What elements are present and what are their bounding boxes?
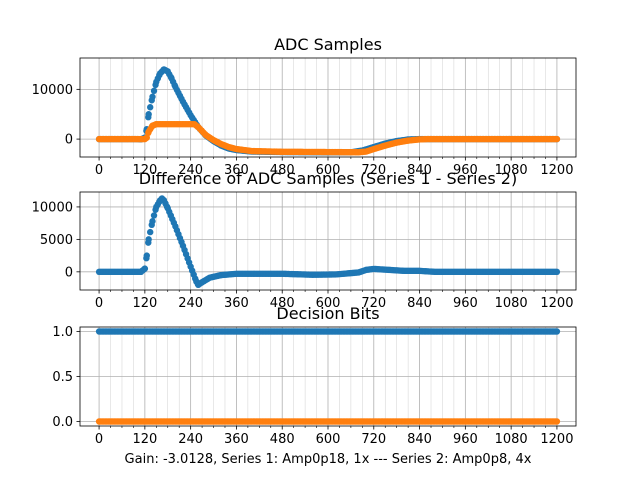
subplot-decision-bits: 0 120 240 360 480 600 720 840 960 1080 1200 0.0 0.5 1… (52, 304, 577, 467)
plot-area (95, 66, 561, 156)
data-point (553, 328, 561, 335)
series-2 (95, 120, 561, 156)
x-tick-label: 720 (361, 432, 386, 447)
axes-frame (79, 191, 577, 291)
x-tick-label: 960 (453, 432, 478, 447)
x-tick-label: 0 (95, 432, 103, 447)
x-tick-label: 120 (132, 296, 157, 311)
data-point (145, 236, 152, 243)
data-point (149, 93, 156, 101)
x-tick-label: 120 (132, 163, 157, 178)
x-tick-label: 600 (316, 432, 341, 447)
x-tick-label: 240 (178, 163, 203, 178)
data-point (141, 265, 149, 272)
x-tick-label: 840 (407, 432, 432, 447)
x-tick-label: 360 (224, 432, 249, 447)
x-tick-label: 720 (361, 163, 386, 178)
plot-area (95, 328, 561, 425)
data-point (147, 228, 154, 236)
series-1 (95, 195, 561, 289)
subplot-title: Difference of ADC Samples (Series 1 - Se… (139, 169, 517, 188)
x-tick-label: 840 (407, 296, 432, 311)
plot-area (95, 195, 561, 289)
y-tick-label: 0 (65, 133, 73, 148)
x-tick-label: 600 (316, 163, 341, 178)
x-axis-label: Gain: -3.0128, Series 1: Amp0p18, 1x ---… (125, 452, 532, 467)
x-tick-label: 600 (316, 296, 341, 311)
y-tick-label: 10000 (32, 200, 73, 215)
data-point (149, 218, 156, 225)
x-tick-label: 360 (224, 296, 249, 311)
subplot-title: Decision Bits (276, 304, 379, 323)
data-point (553, 418, 561, 425)
x-tick-label: 480 (270, 432, 295, 447)
data-point (553, 135, 561, 143)
x-tick-label: 1200 (540, 296, 573, 311)
x-tick-label: 0 (95, 163, 103, 178)
y-tick-label: 0 (65, 265, 73, 280)
x-tick-label: 1200 (540, 163, 573, 178)
y-tick-label: 0.0 (52, 415, 73, 430)
data-point (553, 268, 561, 276)
x-tick-label: 480 (270, 163, 295, 178)
x-tick-label: 240 (178, 296, 203, 311)
data-point (147, 104, 154, 111)
x-tick-label: 0 (95, 296, 103, 311)
subplot-title: ADC Samples (274, 35, 382, 54)
x-tick-label: 120 (132, 432, 157, 447)
data-point (145, 111, 152, 118)
x-tick-label: 720 (361, 296, 386, 311)
y-tick-label: 1.0 (52, 325, 73, 340)
y-tick-label: 0.5 (52, 370, 73, 385)
x-tick-label: 960 (453, 296, 478, 311)
x-tick-label: 1080 (495, 432, 528, 447)
series-1 (95, 328, 561, 335)
data-point (143, 252, 150, 259)
subplot-adc-samples: 0 120 240 360 480 600 720 840 960 1080 1200 0 10000 A… (32, 35, 577, 178)
axes-frame (79, 326, 577, 427)
y-tick-label: 5000 (40, 233, 73, 248)
x-tick-label: 1080 (495, 163, 528, 178)
series-2 (95, 418, 561, 425)
data-point (150, 87, 158, 95)
x-tick-label: 240 (178, 432, 203, 447)
y-tick-label: 10000 (32, 83, 73, 98)
x-tick-label: 840 (407, 163, 432, 178)
x-tick-label: 960 (453, 163, 478, 178)
axes-frame (79, 57, 577, 158)
x-tick-label: 480 (270, 296, 295, 311)
x-tick-label: 360 (224, 163, 249, 178)
x-tick-label: 1080 (495, 296, 528, 311)
subplot-difference: 0 120 240 360 480 600 720 840 960 1080 1200 0 5000 10… (32, 169, 577, 311)
x-tick-label: 1200 (540, 432, 573, 447)
data-point (150, 212, 158, 219)
